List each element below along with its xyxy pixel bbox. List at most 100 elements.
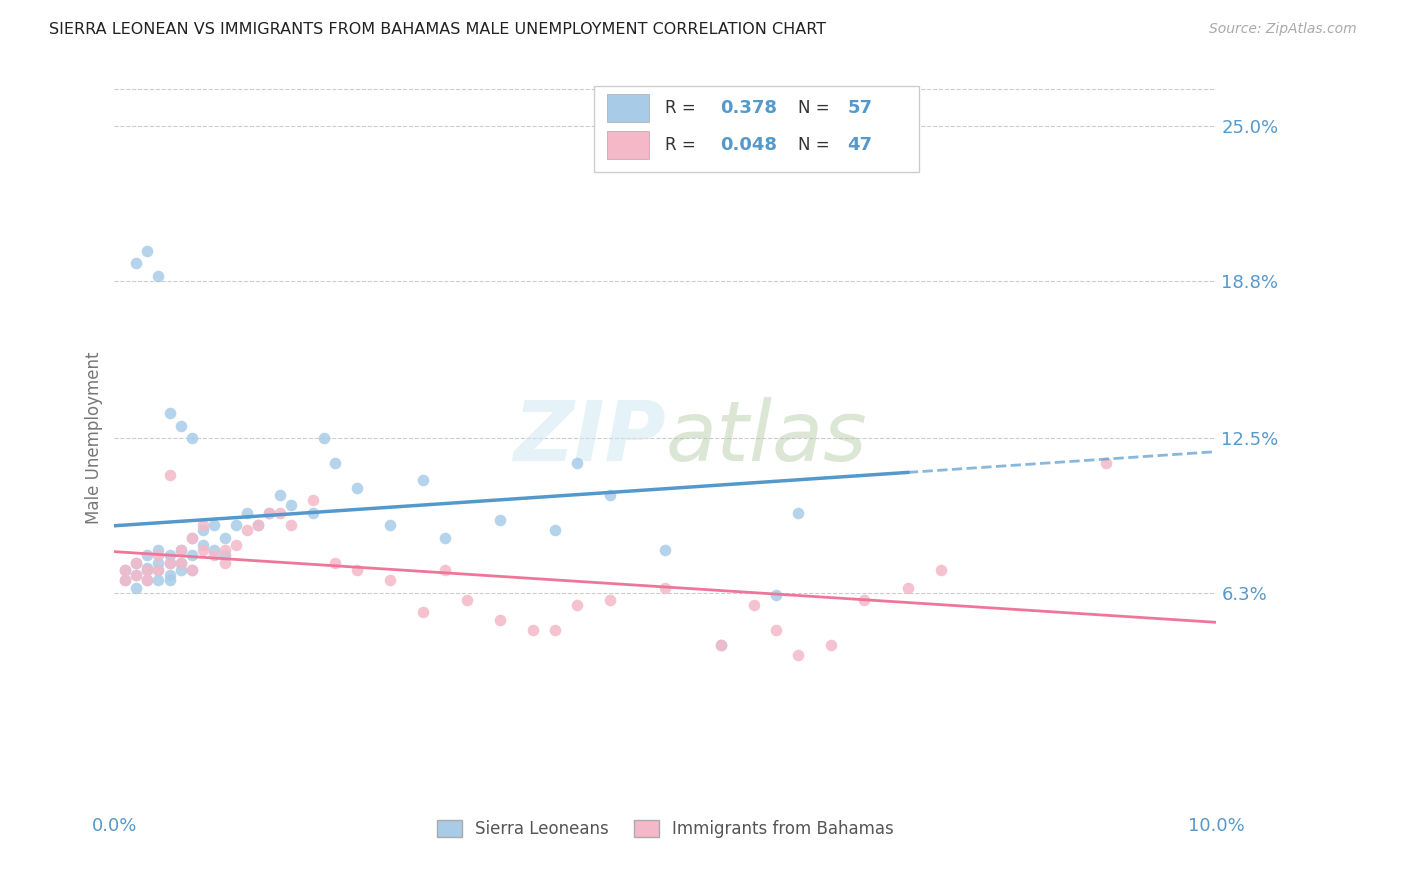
Point — [280, 498, 302, 512]
Point — [214, 531, 236, 545]
Legend: Sierra Leoneans, Immigrants from Bahamas: Sierra Leoneans, Immigrants from Bahamas — [430, 814, 901, 845]
Point — [456, 593, 478, 607]
Bar — [607, 130, 650, 159]
Point — [852, 593, 875, 607]
Point — [412, 474, 434, 488]
Point — [765, 588, 787, 602]
Point — [544, 623, 567, 637]
Point — [114, 573, 136, 587]
Point — [180, 531, 202, 545]
Point — [269, 506, 291, 520]
Text: ZIP: ZIP — [513, 398, 665, 478]
Point — [191, 543, 214, 558]
Point — [522, 623, 544, 637]
Point — [434, 563, 457, 577]
Point — [159, 548, 181, 562]
Point — [214, 556, 236, 570]
Point — [489, 613, 512, 627]
Point — [180, 563, 202, 577]
Text: 57: 57 — [848, 99, 872, 117]
Point — [378, 573, 401, 587]
Text: atlas: atlas — [665, 398, 868, 478]
Point — [125, 568, 148, 582]
Point — [169, 556, 191, 570]
Point — [786, 145, 808, 159]
Point — [202, 518, 225, 533]
Point — [257, 506, 280, 520]
Point — [148, 543, 170, 558]
Point — [897, 581, 920, 595]
Point — [1095, 456, 1118, 470]
Text: N =: N = — [797, 136, 835, 153]
Text: Source: ZipAtlas.com: Source: ZipAtlas.com — [1209, 22, 1357, 37]
Point — [742, 598, 765, 612]
Point — [202, 543, 225, 558]
Text: R =: R = — [665, 136, 702, 153]
Point — [148, 268, 170, 283]
Point — [709, 638, 731, 652]
Point — [257, 506, 280, 520]
Point — [136, 548, 159, 562]
Point — [148, 563, 170, 577]
Point — [180, 531, 202, 545]
Text: N =: N = — [797, 99, 835, 117]
Point — [323, 556, 346, 570]
Point — [114, 563, 136, 577]
Point — [169, 556, 191, 570]
Point — [169, 563, 191, 577]
Point — [159, 573, 181, 587]
Y-axis label: Male Unemployment: Male Unemployment — [86, 351, 103, 524]
Point — [136, 560, 159, 574]
Point — [301, 493, 323, 508]
Point — [159, 406, 181, 420]
Point — [159, 468, 181, 483]
Point — [599, 488, 621, 502]
Point — [280, 518, 302, 533]
Point — [180, 563, 202, 577]
Point — [709, 638, 731, 652]
Point — [599, 593, 621, 607]
Point — [136, 563, 159, 577]
Point — [180, 431, 202, 445]
Point — [169, 418, 191, 433]
Point — [136, 573, 159, 587]
Point — [159, 556, 181, 570]
Point — [202, 548, 225, 562]
Point — [489, 513, 512, 527]
Point — [567, 456, 589, 470]
Point — [567, 598, 589, 612]
Point — [214, 543, 236, 558]
Point — [654, 543, 676, 558]
Point — [125, 256, 148, 270]
Point — [301, 506, 323, 520]
Point — [114, 573, 136, 587]
Point — [191, 523, 214, 537]
Point — [169, 543, 191, 558]
Bar — [607, 94, 650, 122]
Point — [159, 556, 181, 570]
Point — [191, 538, 214, 552]
Point — [125, 581, 148, 595]
Text: SIERRA LEONEAN VS IMMIGRANTS FROM BAHAMAS MALE UNEMPLOYMENT CORRELATION CHART: SIERRA LEONEAN VS IMMIGRANTS FROM BAHAMA… — [49, 22, 827, 37]
Point — [148, 556, 170, 570]
Point — [235, 523, 257, 537]
Point — [214, 548, 236, 562]
Point — [346, 481, 368, 495]
Point — [378, 518, 401, 533]
Point — [180, 548, 202, 562]
Point — [323, 456, 346, 470]
Point — [148, 573, 170, 587]
Point — [125, 556, 148, 570]
Point — [225, 538, 247, 552]
Point — [125, 568, 148, 582]
Text: 0.048: 0.048 — [720, 136, 778, 153]
Point — [412, 606, 434, 620]
Point — [544, 523, 567, 537]
Point — [148, 548, 170, 562]
Point — [654, 581, 676, 595]
Point — [169, 543, 191, 558]
Point — [246, 518, 269, 533]
Point — [929, 563, 952, 577]
Point — [820, 638, 842, 652]
Point — [434, 531, 457, 545]
